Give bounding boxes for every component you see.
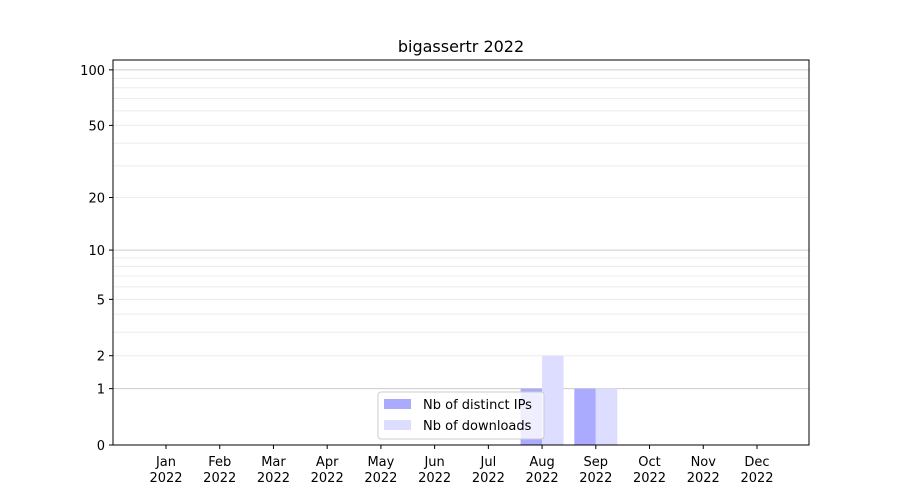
legend-label: Nb of downloads	[423, 419, 532, 434]
x-tick-label: Dec	[744, 455, 769, 470]
legend: Nb of distinct IPs Nb of downloads	[377, 391, 545, 440]
legend-label: Nb of distinct IPs	[423, 398, 532, 413]
x-tick-label: Nov	[691, 455, 717, 470]
x-tick-label: 2022	[740, 471, 773, 486]
plot-frame	[112, 59, 810, 446]
y-tick-label: 10	[88, 244, 105, 259]
x-tick-label: Oct	[638, 455, 660, 470]
x-tick-label: 2022	[472, 471, 505, 486]
x-tick-label: 2022	[149, 471, 182, 486]
chart-title: bigassertr 2022	[398, 37, 524, 56]
y-tick-label: 0	[97, 439, 105, 454]
legend-box	[377, 391, 545, 440]
x-tick-label: Feb	[208, 455, 231, 470]
legend-swatch	[384, 420, 411, 430]
y-tick-label: 5	[97, 293, 105, 308]
x-tick-label: 2022	[526, 471, 559, 486]
bar-downloads	[542, 355, 564, 445]
y-tick-label: 50	[88, 119, 105, 134]
x-tick-label: Jul	[480, 455, 497, 470]
x-tick-label: Apr	[316, 455, 339, 470]
x-tick-label: 2022	[579, 471, 612, 486]
x-tick-label: 2022	[418, 471, 451, 486]
y-tick-label: 1	[97, 383, 105, 398]
x-tick-label: 2022	[633, 471, 666, 486]
y-tick-label: 100	[80, 64, 105, 79]
x-tick-label: 2022	[257, 471, 290, 486]
x-tick-label: 2022	[311, 471, 344, 486]
x-tick-label: Sep	[584, 455, 609, 470]
x-tick-label: 2022	[364, 471, 397, 486]
x-tick-label: 2022	[687, 471, 720, 486]
x-tick-label: May	[367, 455, 394, 470]
bar-distinct-ips	[574, 388, 596, 445]
y-tick-label: 20	[88, 192, 105, 207]
bar-downloads	[595, 388, 618, 445]
x-tick-label: Aug	[529, 455, 554, 470]
x-tick-label: Jan	[155, 455, 176, 470]
x-tick-label: Jun	[423, 455, 444, 470]
legend-swatch	[384, 399, 411, 409]
x-tick-label: 2022	[203, 471, 236, 486]
x-tick-label: Mar	[261, 455, 286, 470]
y-tick-label: 2	[97, 350, 105, 365]
